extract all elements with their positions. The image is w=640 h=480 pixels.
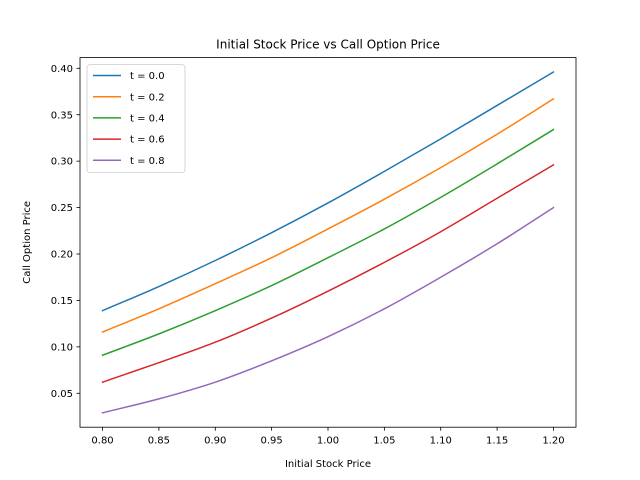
chart-title: Initial Stock Price vs Call Option Price xyxy=(216,38,440,52)
x-tick-label: 1.00 xyxy=(317,436,339,447)
y-tick-label: 0.35 xyxy=(51,110,73,121)
legend-label-4: t = 0.8 xyxy=(130,156,165,167)
series-line-2 xyxy=(101,128,555,357)
x-tick-label: 1.20 xyxy=(542,436,564,447)
y-tick-label: 0.40 xyxy=(51,64,73,75)
x-tick-label: 0.85 xyxy=(148,436,170,447)
x-tick-label: 1.05 xyxy=(373,436,395,447)
legend-box xyxy=(86,64,186,173)
legend-label-1: t = 0.2 xyxy=(130,92,165,103)
y-tick-label: 0.30 xyxy=(51,157,73,168)
series-line-1 xyxy=(101,97,555,333)
x-tick-label: 1.15 xyxy=(486,436,508,447)
legend-entries: t = 0.0 t = 0.2 t = 0.4 t = 0.6 t = 0.8 xyxy=(93,71,165,167)
x-axis-label: Initial Stock Price xyxy=(285,459,371,470)
series-line-4 xyxy=(101,206,555,414)
y-axis-ticks: 0.05 0.10 0.15 0.20 0.25 0.30 0.35 0.40 xyxy=(51,64,80,400)
series-line-0 xyxy=(101,70,555,312)
y-tick-label: 0.05 xyxy=(51,389,73,400)
legend: t = 0.0 t = 0.2 t = 0.4 t = 0.6 t = 0.8 xyxy=(86,64,186,173)
series-layer xyxy=(101,70,555,414)
legend-label-2: t = 0.4 xyxy=(130,114,165,125)
x-axis-ticks: 0.80 0.85 0.90 0.95 1.00 1.05 1.10 1.15 1.20 xyxy=(91,427,565,447)
series-line-3 xyxy=(101,163,555,384)
x-tick-label: 0.95 xyxy=(261,436,283,447)
y-axis-label: Call Option Price xyxy=(22,201,33,284)
y-tick-label: 0.20 xyxy=(51,250,73,261)
x-tick-label: 0.80 xyxy=(91,436,113,447)
y-tick-label: 0.10 xyxy=(51,342,73,353)
x-tick-label: 1.10 xyxy=(430,436,452,447)
y-tick-label: 0.15 xyxy=(51,296,73,307)
y-tick-label: 0.25 xyxy=(51,203,73,214)
x-tick-label: 0.90 xyxy=(204,436,226,447)
plot-frame xyxy=(79,57,577,428)
legend-label-3: t = 0.6 xyxy=(130,135,165,146)
legend-label-0: t = 0.0 xyxy=(130,71,165,82)
